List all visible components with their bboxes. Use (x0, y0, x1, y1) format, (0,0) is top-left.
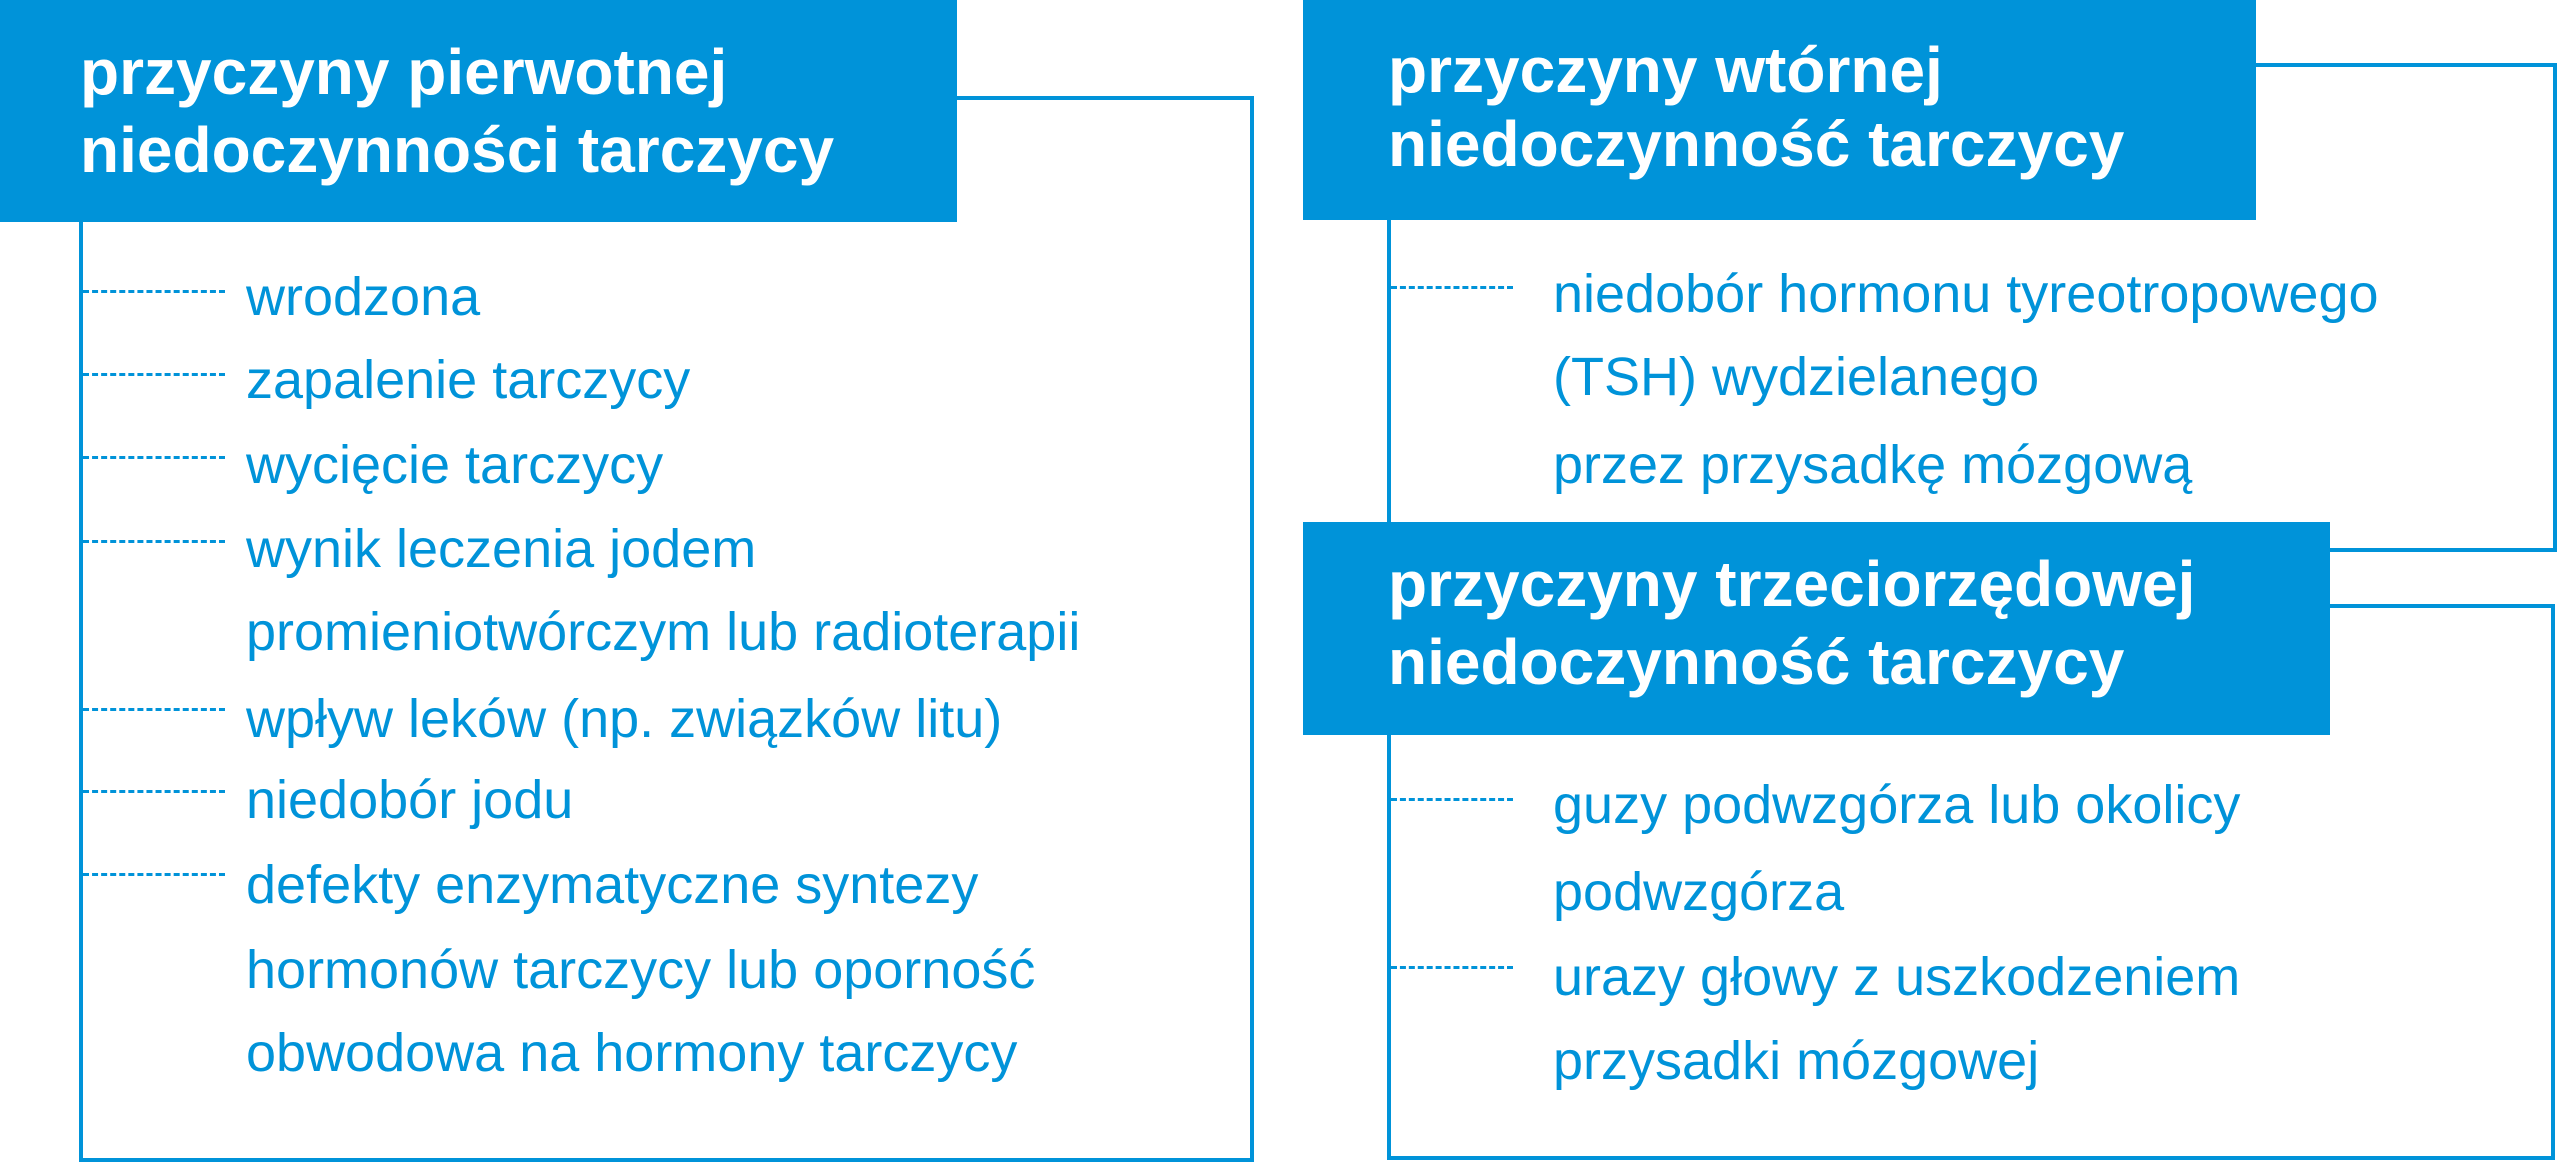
list-item: guzy podwzgórza lub okolicy (1553, 775, 2241, 835)
list-item-continued: przysadki mózgowej (1553, 1031, 2040, 1091)
list-item: urazy głowy z uszkodzeniem (1553, 947, 2241, 1007)
list-item: wpływ leków (np. związków litu) (246, 689, 1003, 749)
primary-header: przyczyny pierwotnej niedoczynności tarc… (0, 0, 957, 222)
list-item-continued: (TSH) wydzielanego (1553, 347, 2040, 407)
list-item: wrodzona (246, 267, 481, 327)
tertiary-frame-right (2551, 604, 2555, 1160)
connector-dash (83, 790, 225, 793)
secondary-title-line: przyczyny wtórnej (1388, 34, 1943, 106)
list-item-continued: promieniotwórczym lub radioterapii (246, 602, 1081, 662)
connector-dash (83, 290, 225, 293)
connector-dash (1391, 966, 1513, 969)
primary-frame-bottom (79, 1158, 1254, 1162)
connector-dash (83, 873, 225, 876)
primary-title-line: przyczyny pierwotnej (80, 36, 728, 108)
list-item: niedobór hormonu tyreotropowego (1553, 264, 2379, 324)
list-item-continued: obwodowa na hormony tarczycy (246, 1023, 1018, 1083)
tertiary-frame-left (1387, 735, 1391, 1160)
connector-dash (83, 456, 225, 459)
list-item: defekty enzymatyczne syntezy (246, 855, 979, 915)
secondary-header: przyczyny wtórnej niedoczynność tarczycy (1303, 0, 2256, 220)
connector-dash (83, 708, 225, 711)
secondary-frame-right (2553, 63, 2557, 552)
secondary-frame-bottom (2330, 548, 2557, 552)
tertiary-frame-bottom (1387, 1156, 2555, 1160)
list-item-continued: hormonów tarczycy lub oporność (246, 940, 1036, 1000)
primary-frame-right (1250, 96, 1254, 1162)
primary-frame-top (957, 96, 1254, 100)
tertiary-title-line: niedoczynność tarczycy (1388, 626, 2125, 698)
list-item: zapalenie tarczycy (246, 350, 691, 410)
secondary-frame-left (1387, 220, 1391, 522)
list-item: niedobór jodu (246, 770, 574, 830)
connector-dash (1391, 798, 1513, 801)
secondary-frame-top (2256, 63, 2557, 67)
tertiary-header: przyczyny trzeciorzędowej niedoczynność … (1303, 522, 2330, 735)
list-item-continued: przez przysadkę mózgową (1553, 435, 2193, 495)
secondary-title-line: niedoczynność tarczycy (1388, 108, 2125, 180)
connector-dash (83, 373, 225, 376)
connector-dash (1391, 286, 1513, 289)
tertiary-title-line: przyczyny trzeciorzędowej (1388, 548, 2196, 620)
list-item: wycięcie tarczycy (246, 435, 664, 495)
tertiary-frame-top (2330, 604, 2555, 608)
primary-frame-left (79, 222, 83, 1162)
primary-title-line: niedoczynności tarczycy (80, 114, 835, 186)
list-item-continued: podwzgórza (1553, 862, 1845, 922)
connector-dash (83, 540, 225, 543)
list-item: wynik leczenia jodem (246, 519, 757, 579)
